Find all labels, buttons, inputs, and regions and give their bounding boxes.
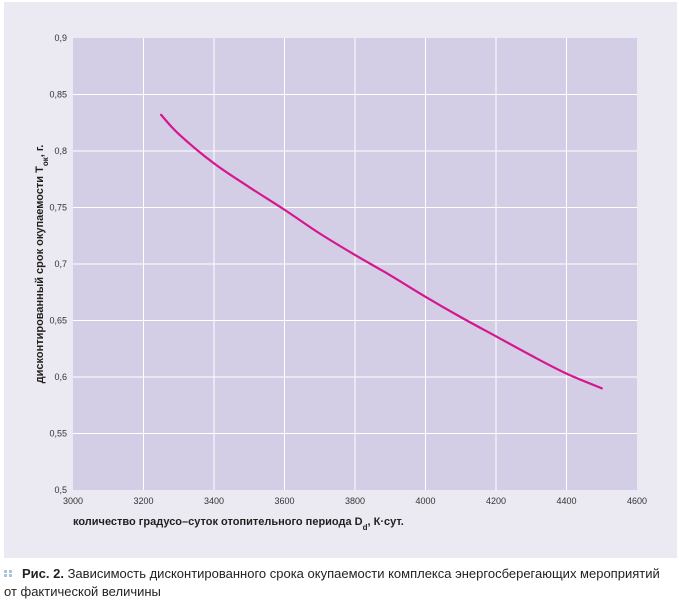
y-tick-label: 0,75 bbox=[49, 203, 67, 213]
grid-lines bbox=[73, 38, 637, 490]
y-axis-title: дисконтированный срок окупаемости Tок, г… bbox=[34, 145, 50, 384]
data-point bbox=[495, 335, 497, 338]
data-point bbox=[177, 133, 180, 135]
data-layer bbox=[160, 113, 603, 390]
y-tick-label: 0,85 bbox=[49, 90, 67, 100]
y-tick-label: 0,8 bbox=[54, 146, 67, 156]
y-tick-label: 0,6 bbox=[54, 372, 67, 382]
x-tick-label: 4000 bbox=[415, 496, 435, 506]
figure-caption: Рис. 2. Зависимость дисконтированного ср… bbox=[4, 565, 676, 601]
data-point bbox=[459, 316, 462, 319]
x-axis-title-subscript: d bbox=[363, 523, 368, 532]
data-point bbox=[160, 113, 163, 116]
y-tick-label: 0,5 bbox=[54, 485, 67, 495]
y-axis-title-main: дисконтированный срок окупаемости T bbox=[34, 166, 46, 383]
x-tick-label: 4200 bbox=[486, 496, 506, 506]
x-tick-label: 3800 bbox=[345, 496, 365, 506]
x-tick-label: 4400 bbox=[556, 496, 576, 506]
data-point bbox=[248, 186, 251, 189]
x-tick-label: 3200 bbox=[133, 496, 153, 506]
data-point bbox=[213, 162, 215, 165]
caption-label: Рис. 2. bbox=[22, 566, 64, 581]
x-axis-title: количество градусо–суток отопительного п… bbox=[73, 516, 404, 532]
data-point bbox=[424, 295, 427, 298]
y-axis-title-subscript: ок bbox=[41, 156, 50, 166]
x-axis-title-main: количество градусо–суток отопительного п… bbox=[73, 516, 363, 528]
caption-dots-icon bbox=[4, 569, 16, 579]
data-point bbox=[354, 254, 356, 256]
data-point bbox=[318, 232, 321, 235]
y-tick-label: 0,9 bbox=[54, 33, 67, 43]
x-tick-label: 4600 bbox=[627, 496, 647, 506]
y-tick-label: 0,55 bbox=[49, 429, 67, 439]
y-tick-label: 0,65 bbox=[49, 316, 67, 326]
x-axis-title-tail: , К·сут. bbox=[368, 516, 404, 528]
chart: 3000 3200 3400 3600 3800 4000 4200 4400 4600 0,5 0… bbox=[34, 33, 647, 532]
y-tick-label: 0,7 bbox=[54, 259, 67, 269]
x-tick-label: 3000 bbox=[63, 496, 83, 506]
caption-text: Зависимость дисконтированного срока окуп… bbox=[4, 566, 660, 599]
x-tick-label: 3400 bbox=[204, 496, 224, 506]
tick-labels: 3000 3200 3400 3600 3800 4000 4200 4400 4600 0,5 0… bbox=[49, 33, 647, 506]
series-line bbox=[160, 113, 603, 390]
y-axis-title-tail: , г. bbox=[34, 145, 46, 158]
data-point bbox=[389, 274, 392, 277]
x-tick-label: 3600 bbox=[274, 496, 294, 506]
data-point bbox=[565, 372, 568, 375]
data-point bbox=[600, 387, 603, 390]
data-point bbox=[283, 208, 286, 211]
data-point bbox=[530, 354, 533, 357]
